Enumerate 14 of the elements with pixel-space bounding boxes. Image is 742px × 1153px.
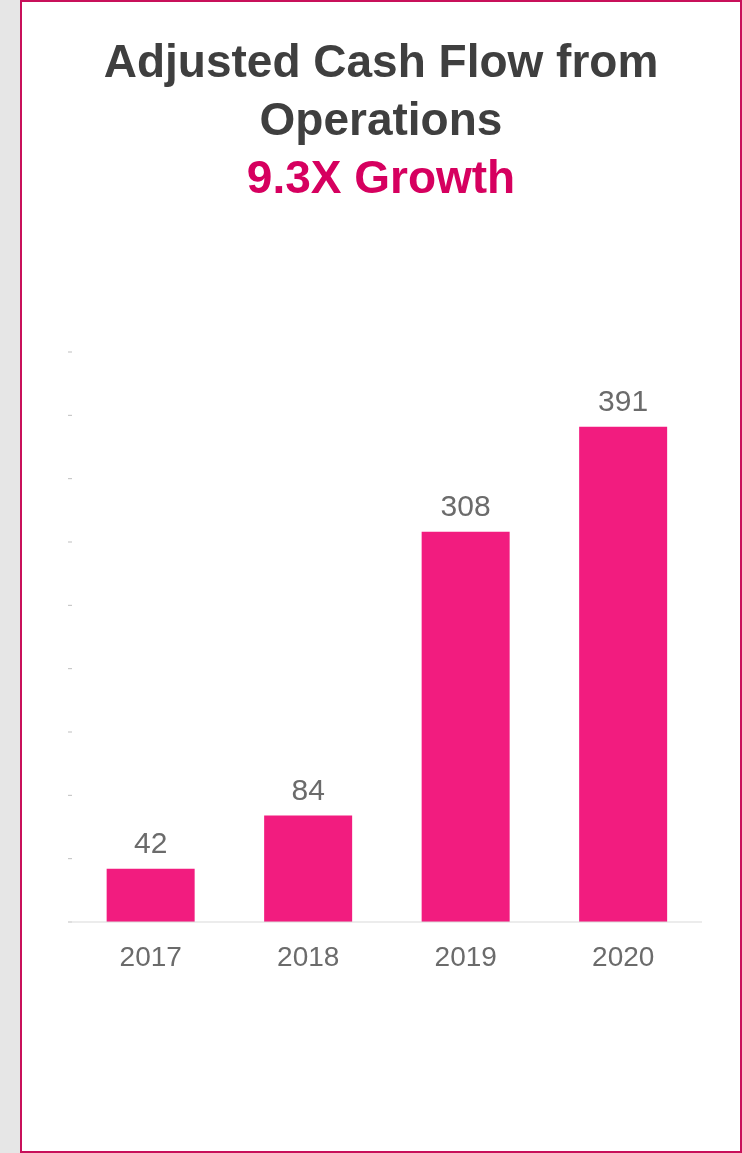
data-label: 84 (291, 772, 325, 806)
x-tick-label: 2020 (592, 940, 655, 972)
bar (106, 868, 195, 922)
chart-title: Adjusted Cash Flow from Operations (102, 34, 660, 147)
bar (264, 815, 353, 922)
bar (579, 426, 668, 922)
x-tick-label: 2017 (119, 940, 182, 972)
x-tick-label: 2018 (277, 940, 340, 972)
data-label: 42 (133, 825, 168, 859)
data-label: 391 (598, 383, 649, 417)
data-label: 308 (440, 488, 491, 522)
x-tick-label: 2019 (434, 940, 497, 972)
bar (421, 531, 510, 922)
chart-subtitle: 9.3X Growth (245, 150, 517, 205)
